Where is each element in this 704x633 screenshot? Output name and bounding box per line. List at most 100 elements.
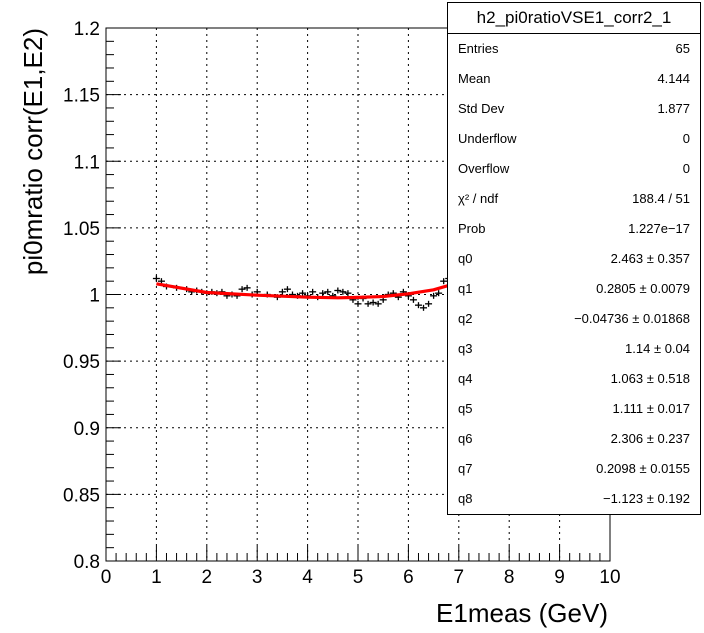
stats-value: 1.063 ± 0.518 bbox=[610, 371, 690, 386]
stats-row: χ² / ndf 188.4 / 51 bbox=[448, 184, 700, 214]
stats-label: χ² / ndf bbox=[458, 191, 499, 206]
data-point bbox=[369, 299, 377, 306]
x-tick-labels: 0 1 2 3 4 5 6 7 8 9 10 bbox=[101, 567, 621, 588]
fit-curve-line bbox=[156, 275, 475, 300]
stats-row: q0 2.463 ± 0.357 bbox=[448, 244, 700, 274]
stats-value: 1.111 ± 0.017 bbox=[612, 401, 691, 416]
stats-row: Std Dev 1.877 bbox=[448, 94, 700, 124]
data-point bbox=[319, 290, 327, 297]
fit-curve bbox=[156, 275, 475, 300]
data-point bbox=[430, 292, 438, 299]
stats-value: 1.877 bbox=[657, 101, 690, 116]
stats-row: q6 2.306 ± 0.237 bbox=[448, 424, 700, 454]
stats-value: 0.2805 ± 0.0079 bbox=[596, 281, 690, 296]
x-tick-label: 5 bbox=[353, 567, 364, 588]
y-tick-label: 1.05 bbox=[63, 219, 100, 240]
data-point bbox=[409, 296, 417, 303]
data-point bbox=[440, 278, 448, 285]
data-point bbox=[152, 275, 160, 282]
stats-value: 188.4 / 51 bbox=[632, 191, 690, 206]
stats-value: 2.463 ± 0.357 bbox=[610, 251, 690, 266]
stats-label: q6 bbox=[458, 431, 473, 446]
stats-row: q3 1.14 ± 0.04 bbox=[448, 334, 700, 364]
stats-label: Mean bbox=[458, 71, 491, 86]
stats-value: 1.227e−17 bbox=[628, 221, 690, 236]
y-tick-label: 0.9 bbox=[74, 419, 100, 440]
data-point bbox=[425, 300, 433, 307]
stats-box: h2_pi0ratioVSE1_corr2_1 Entries 65 Mean 4.1… bbox=[447, 2, 701, 515]
stats-label: Entries bbox=[458, 41, 499, 56]
stats-row: Prob 1.227e−17 bbox=[448, 214, 700, 244]
stats-value: −0.04736 ± 0.01868 bbox=[574, 311, 690, 326]
x-tick-label: 0 bbox=[101, 567, 112, 588]
stats-value: 2.306 ± 0.237 bbox=[610, 431, 690, 446]
data-point bbox=[435, 290, 443, 297]
data-point bbox=[278, 288, 286, 295]
axis-ticks bbox=[105, 27, 611, 562]
x-tick-label: 10 bbox=[599, 567, 620, 588]
stats-row: Entries 65 bbox=[448, 34, 700, 64]
stats-title: h2_pi0ratioVSE1_corr2_1 bbox=[448, 3, 700, 34]
stats-rows: Entries 65 Mean 4.144 Std Dev 1.877 Underflow 0… bbox=[448, 34, 700, 514]
stats-value: 0.2098 ± 0.0155 bbox=[596, 461, 690, 476]
stats-value: 65 bbox=[675, 41, 690, 56]
stats-row: q8 −1.123 ± 0.192 bbox=[448, 484, 700, 514]
y-tick-label: 1.1 bbox=[74, 152, 100, 173]
stats-label: Std Dev bbox=[458, 101, 505, 116]
stats-value: −1.123 ± 0.192 bbox=[602, 491, 690, 506]
x-tick-label: 9 bbox=[554, 567, 565, 588]
stats-value: 0 bbox=[682, 161, 690, 176]
stats-label: q8 bbox=[458, 491, 473, 506]
stats-label: Overflow bbox=[458, 161, 510, 176]
data-point bbox=[324, 288, 332, 295]
data-point bbox=[354, 300, 362, 307]
stats-label: q2 bbox=[458, 311, 473, 326]
stats-row: q2 −0.04736 ± 0.01868 bbox=[448, 304, 700, 334]
data-point bbox=[344, 290, 352, 297]
stats-row: q5 1.111 ± 0.017 bbox=[448, 394, 700, 424]
data-point bbox=[364, 300, 372, 307]
stats-row: q4 1.063 ± 0.518 bbox=[448, 364, 700, 394]
stats-row: Underflow 0 bbox=[448, 124, 700, 154]
y-tick-label: 0.85 bbox=[63, 485, 100, 506]
stats-label: q1 bbox=[458, 281, 473, 296]
stats-row: q7 0.2098 ± 0.0155 bbox=[448, 454, 700, 484]
stats-label: Prob bbox=[458, 221, 486, 236]
stats-row: Overflow 0 bbox=[448, 154, 700, 184]
x-tick-label: 1 bbox=[151, 567, 162, 588]
data-point bbox=[309, 288, 317, 295]
data-point bbox=[420, 304, 428, 311]
stats-label: q0 bbox=[458, 251, 473, 266]
y-tick-label: 1.2 bbox=[74, 19, 100, 40]
stats-label: q3 bbox=[458, 341, 473, 356]
stats-label: q7 bbox=[458, 461, 473, 476]
data-point bbox=[238, 286, 246, 293]
data-point bbox=[374, 300, 382, 307]
stats-row: q1 0.2805 ± 0.0079 bbox=[448, 274, 700, 304]
stats-value: 4.144 bbox=[657, 71, 690, 86]
y-tick-label: 1 bbox=[89, 286, 100, 307]
data-point bbox=[334, 287, 342, 294]
stats-value: 0 bbox=[682, 131, 690, 146]
data-point bbox=[414, 302, 422, 309]
y-tick-label: 0.95 bbox=[63, 352, 100, 373]
stats-value: 1.14 ± 0.04 bbox=[625, 341, 690, 356]
x-tick-label: 2 bbox=[202, 567, 213, 588]
stats-label: Underflow bbox=[458, 131, 517, 146]
y-axis-label: pi0mratio corr(E1,E2) bbox=[18, 28, 48, 275]
x-tick-label: 4 bbox=[302, 567, 313, 588]
x-tick-label: 7 bbox=[454, 567, 465, 588]
y-tick-labels: 0.8 0.85 0.9 0.95 1 1.05 1.1 1.15 1.2 bbox=[63, 19, 100, 573]
x-axis-label: E1meas (GeV) bbox=[436, 598, 608, 628]
stats-label: q5 bbox=[458, 401, 473, 416]
data-point bbox=[283, 286, 291, 293]
data-point bbox=[339, 288, 347, 295]
stats-label: q4 bbox=[458, 371, 473, 386]
stats-row: Mean 4.144 bbox=[448, 64, 700, 94]
y-tick-label: 0.8 bbox=[74, 552, 100, 573]
x-tick-label: 6 bbox=[403, 567, 414, 588]
y-tick-label: 1.15 bbox=[63, 86, 100, 107]
x-tick-label: 8 bbox=[504, 567, 515, 588]
x-tick-label: 3 bbox=[252, 567, 263, 588]
data-point bbox=[243, 284, 251, 291]
